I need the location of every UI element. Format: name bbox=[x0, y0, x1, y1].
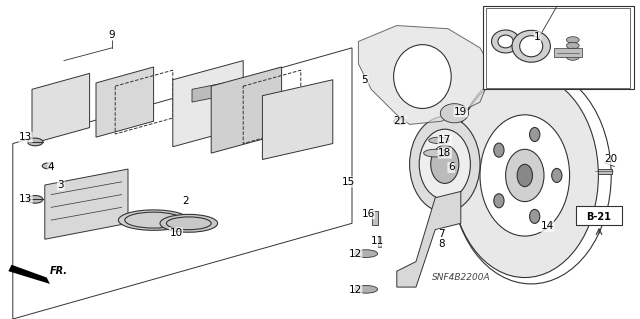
Text: 19: 19 bbox=[454, 107, 467, 117]
Ellipse shape bbox=[424, 149, 447, 157]
Ellipse shape bbox=[552, 168, 562, 182]
Bar bbox=[486, 8, 630, 88]
Ellipse shape bbox=[355, 250, 378, 257]
Ellipse shape bbox=[440, 104, 468, 123]
Polygon shape bbox=[96, 67, 154, 137]
Ellipse shape bbox=[517, 164, 532, 187]
Bar bbox=[372, 211, 378, 225]
Text: 12: 12 bbox=[349, 285, 362, 295]
Polygon shape bbox=[397, 191, 461, 287]
Bar bbox=[378, 236, 381, 247]
Ellipse shape bbox=[394, 45, 451, 108]
Ellipse shape bbox=[498, 35, 513, 48]
Text: 9: 9 bbox=[109, 30, 115, 40]
Ellipse shape bbox=[520, 36, 543, 57]
Polygon shape bbox=[45, 169, 128, 239]
Text: 5: 5 bbox=[362, 75, 368, 85]
Ellipse shape bbox=[512, 30, 550, 62]
Text: 3: 3 bbox=[58, 180, 64, 190]
Text: 2: 2 bbox=[182, 196, 189, 206]
Ellipse shape bbox=[492, 30, 520, 53]
Bar bbox=[598, 169, 612, 174]
Text: 20: 20 bbox=[605, 154, 618, 165]
Text: 17: 17 bbox=[438, 135, 451, 145]
Ellipse shape bbox=[419, 129, 470, 199]
Text: 15: 15 bbox=[342, 177, 355, 187]
Polygon shape bbox=[13, 48, 352, 319]
Circle shape bbox=[566, 42, 579, 49]
Text: 13: 13 bbox=[19, 132, 32, 142]
Ellipse shape bbox=[506, 149, 544, 202]
Text: 1: 1 bbox=[534, 32, 541, 42]
Circle shape bbox=[566, 37, 579, 43]
Text: 13: 13 bbox=[19, 194, 32, 204]
Ellipse shape bbox=[480, 115, 570, 236]
Polygon shape bbox=[262, 80, 333, 160]
Polygon shape bbox=[192, 83, 224, 102]
Bar bbox=[554, 48, 582, 57]
Ellipse shape bbox=[118, 210, 189, 230]
Circle shape bbox=[28, 138, 43, 146]
Text: FR.: FR. bbox=[50, 266, 68, 276]
Circle shape bbox=[394, 118, 406, 124]
Ellipse shape bbox=[494, 143, 504, 157]
Ellipse shape bbox=[529, 209, 540, 223]
Bar bbox=[576, 206, 622, 225]
Ellipse shape bbox=[494, 194, 504, 208]
Bar bbox=[576, 206, 622, 225]
Ellipse shape bbox=[160, 214, 218, 232]
Text: 21: 21 bbox=[394, 116, 406, 126]
Text: 4: 4 bbox=[48, 162, 54, 173]
Circle shape bbox=[28, 196, 43, 203]
Ellipse shape bbox=[429, 137, 449, 144]
Ellipse shape bbox=[355, 286, 378, 293]
Polygon shape bbox=[32, 73, 90, 144]
Ellipse shape bbox=[431, 145, 459, 183]
Circle shape bbox=[566, 54, 579, 60]
Text: 7: 7 bbox=[438, 229, 445, 240]
Polygon shape bbox=[211, 67, 282, 153]
Text: 8: 8 bbox=[438, 239, 445, 249]
Text: 16: 16 bbox=[362, 209, 374, 219]
Polygon shape bbox=[8, 265, 50, 284]
Polygon shape bbox=[358, 26, 493, 124]
Circle shape bbox=[566, 48, 579, 55]
Ellipse shape bbox=[529, 128, 540, 142]
Ellipse shape bbox=[410, 116, 480, 212]
Bar bbox=[483, 6, 634, 89]
Text: B-21: B-21 bbox=[587, 212, 611, 222]
Ellipse shape bbox=[451, 73, 598, 278]
Polygon shape bbox=[173, 61, 243, 147]
Text: 12: 12 bbox=[349, 249, 362, 259]
Text: 18: 18 bbox=[438, 148, 451, 158]
Text: SNF4B2200A: SNF4B2200A bbox=[431, 273, 490, 282]
Text: 6: 6 bbox=[448, 162, 454, 173]
Text: 11: 11 bbox=[371, 236, 384, 246]
Text: 10: 10 bbox=[170, 228, 182, 238]
Text: 14: 14 bbox=[541, 221, 554, 232]
Circle shape bbox=[42, 163, 54, 169]
